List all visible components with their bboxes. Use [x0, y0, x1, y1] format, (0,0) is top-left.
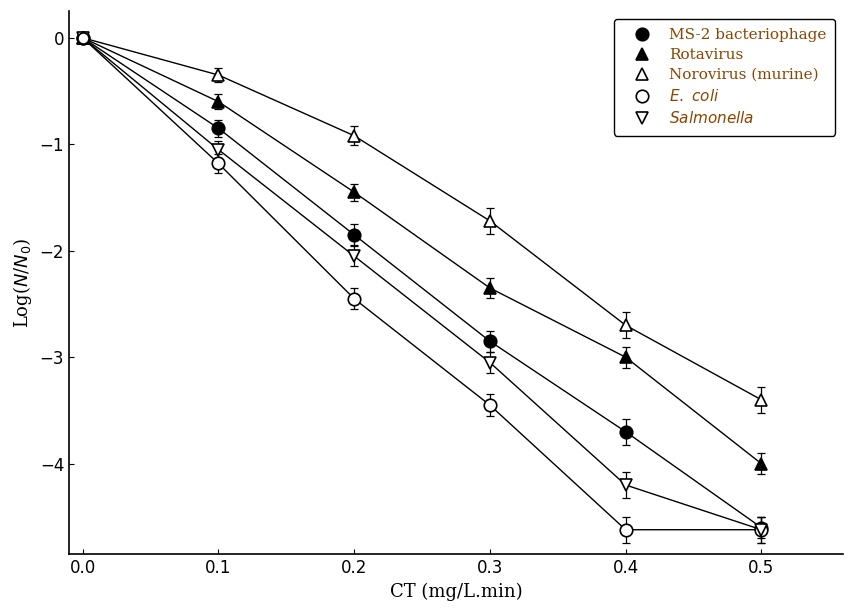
- Norovirus (murine): [213, 72, 223, 79]
- Salmonella: [349, 252, 359, 259]
- Salmonella: [620, 481, 630, 488]
- Line: Salmonella: Salmonella: [76, 31, 767, 536]
- X-axis label: CT (mg/L.min): CT (mg/L.min): [389, 583, 522, 601]
- MS-2 bacteriophage: [213, 125, 223, 132]
- MS-2 bacteriophage: [485, 338, 495, 345]
- Salmonella: [756, 526, 766, 534]
- E. coli: [349, 295, 359, 302]
- E. coli: [756, 526, 766, 534]
- Salmonella: [485, 359, 495, 366]
- Rotavirus: [620, 354, 630, 361]
- MS-2 bacteriophage: [78, 34, 88, 42]
- Salmonella: [213, 146, 223, 153]
- Line: E. coli: E. coli: [76, 31, 767, 536]
- Y-axis label: Log($N$/$N_0$): Log($N$/$N_0$): [11, 237, 34, 328]
- E. coli: [213, 160, 223, 167]
- MS-2 bacteriophage: [620, 428, 630, 435]
- E. coli: [620, 526, 630, 534]
- Rotavirus: [756, 460, 766, 468]
- Norovirus (murine): [620, 321, 630, 329]
- Norovirus (murine): [349, 132, 359, 140]
- Rotavirus: [213, 98, 223, 105]
- E. coli: [78, 34, 88, 42]
- MS-2 bacteriophage: [756, 524, 766, 531]
- Legend: MS-2 bacteriophage, Rotavirus, Norovirus (murine), $\it{E.\ coli}$, $\it{Salmone: MS-2 bacteriophage, Rotavirus, Norovirus…: [613, 19, 834, 135]
- E. coli: [485, 401, 495, 409]
- Rotavirus: [78, 34, 88, 42]
- Norovirus (murine): [756, 396, 766, 403]
- Rotavirus: [485, 285, 495, 292]
- Norovirus (murine): [485, 217, 495, 225]
- Rotavirus: [349, 188, 359, 196]
- Line: Norovirus (murine): Norovirus (murine): [76, 31, 767, 406]
- MS-2 bacteriophage: [349, 231, 359, 239]
- Line: Rotavirus: Rotavirus: [76, 31, 767, 470]
- Line: MS-2 bacteriophage: MS-2 bacteriophage: [76, 31, 767, 534]
- Salmonella: [78, 34, 88, 42]
- Norovirus (murine): [78, 34, 88, 42]
